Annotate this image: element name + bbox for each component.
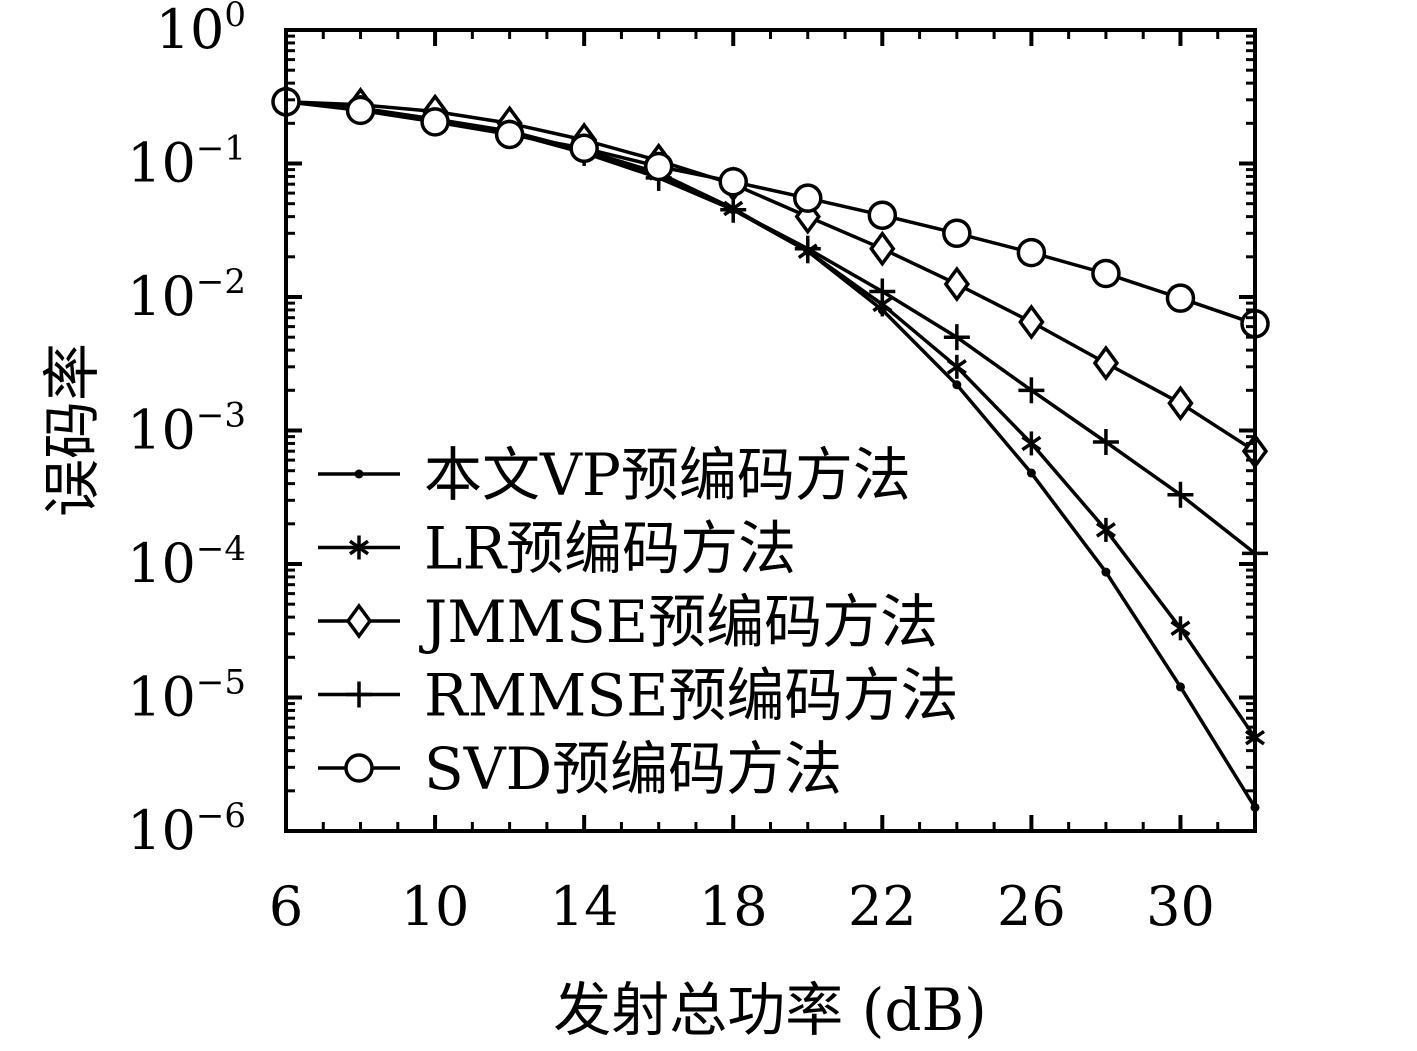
data-point [643,151,674,182]
asterisk-stroke [1095,522,1116,538]
legend-marker [345,603,373,639]
ticks-layer [284,28,1255,833]
dot-marker [354,469,364,479]
diamond-marker [1092,345,1120,382]
data-point [1165,283,1196,313]
y-tick-label: 10−6 [127,796,246,862]
data-point [1018,304,1045,340]
legend-marker [346,681,372,708]
data-point [952,380,962,390]
data-point [867,200,898,230]
data-point [345,95,376,126]
y-tick-label: 10−5 [127,663,246,729]
data-point [420,107,450,137]
data-point [794,235,821,262]
data-point [1092,345,1120,382]
y-tick-label: 10−1 [127,129,246,195]
data-point [1170,616,1191,641]
x-tick-label: 26 [997,875,1066,938]
data-point [869,278,896,305]
legend-label: 本文VP预编码方法 [424,441,911,509]
data-point [1026,468,1036,478]
data-point [1175,682,1185,692]
diamond-marker [869,230,896,267]
x-axis-label: 发射总功率 (dB) [553,976,986,1044]
circle-marker [1091,258,1121,289]
data-point [1016,237,1047,268]
data-point [943,324,970,351]
legend-item: SVD预编码方法 [318,735,842,803]
diamond-marker [1018,304,1045,340]
data-point [793,183,823,213]
data-point [1101,567,1111,577]
dot-marker [1175,682,1185,692]
diamond-marker [943,266,971,303]
dot-marker [1026,468,1036,478]
x-tick-label: 22 [848,875,917,938]
legend-marker [344,753,374,783]
legend-marker [348,535,370,560]
data-point [942,218,972,249]
legend: 本文VP预编码方法LR预编码方法JMMSE预编码方法RMMSE预编码方法SVD预… [318,441,959,803]
circle-marker [420,107,450,137]
legend-item: LR预编码方法 [318,515,796,583]
x-tick-label: 18 [699,875,768,938]
y-tick-labels: 100 10−1 10−2 10−3 10−4 10−5 10−6 [127,0,246,862]
x-tick-label: 6 [269,875,303,938]
circle-marker [867,200,898,230]
legend-item: RMMSE预编码方法 [318,662,959,730]
data-point [1092,429,1119,456]
x-tick-label: 10 [401,875,470,938]
legend-marker [354,469,364,479]
data-point [946,354,967,379]
x-tick-labels: 6 10 14 18 22 26 30 [269,875,1215,938]
legend-label: LR预编码方法 [424,515,796,583]
circle-marker [718,166,748,197]
circle-marker [345,95,376,126]
y-tick-label: 100 [156,0,246,61]
circle-marker [942,218,972,249]
legend-item: JMMSE预编码方法 [318,588,938,656]
data-point [718,166,748,197]
circle-marker [494,119,525,150]
legend-item: 本文VP预编码方法 [318,441,911,509]
legend-label: SVD预编码方法 [424,735,842,803]
data-point [720,196,747,223]
data-point [1021,431,1042,456]
legend-label: RMMSE预编码方法 [424,662,959,730]
asterisk-stroke [946,359,967,375]
y-tick-label: 10−2 [127,262,246,328]
circle-marker [569,133,599,164]
y-tick-label: 10−4 [127,529,246,595]
series-circle [271,87,1270,339]
data-point [1167,385,1194,422]
data-point [869,230,896,267]
data-point [569,133,599,164]
y-tick-label: 10−3 [127,396,246,462]
data-point [943,266,971,303]
data-point [1091,258,1121,289]
series-line [285,100,1256,453]
data-point [1095,517,1116,542]
diamond-marker [1167,385,1194,422]
data-point [494,119,525,150]
data-point [1018,377,1045,404]
circle-marker [643,151,674,182]
circle-marker [344,753,374,783]
legend-label: JMMSE预编码方法 [419,588,938,656]
asterisk-stroke [1170,620,1191,637]
circle-marker [1016,237,1047,268]
y-axis-label: 误码率 [38,343,106,517]
dot-marker [952,380,962,390]
data-point [1167,481,1194,508]
asterisk-stroke [348,539,370,556]
asterisk-stroke [1021,435,1042,452]
x-tick-label: 30 [1146,875,1215,938]
dot-marker [1101,567,1111,577]
circle-marker [1165,283,1196,313]
diamond-marker [345,603,373,639]
x-tick-label: 14 [550,875,619,938]
circle-marker [793,183,823,213]
